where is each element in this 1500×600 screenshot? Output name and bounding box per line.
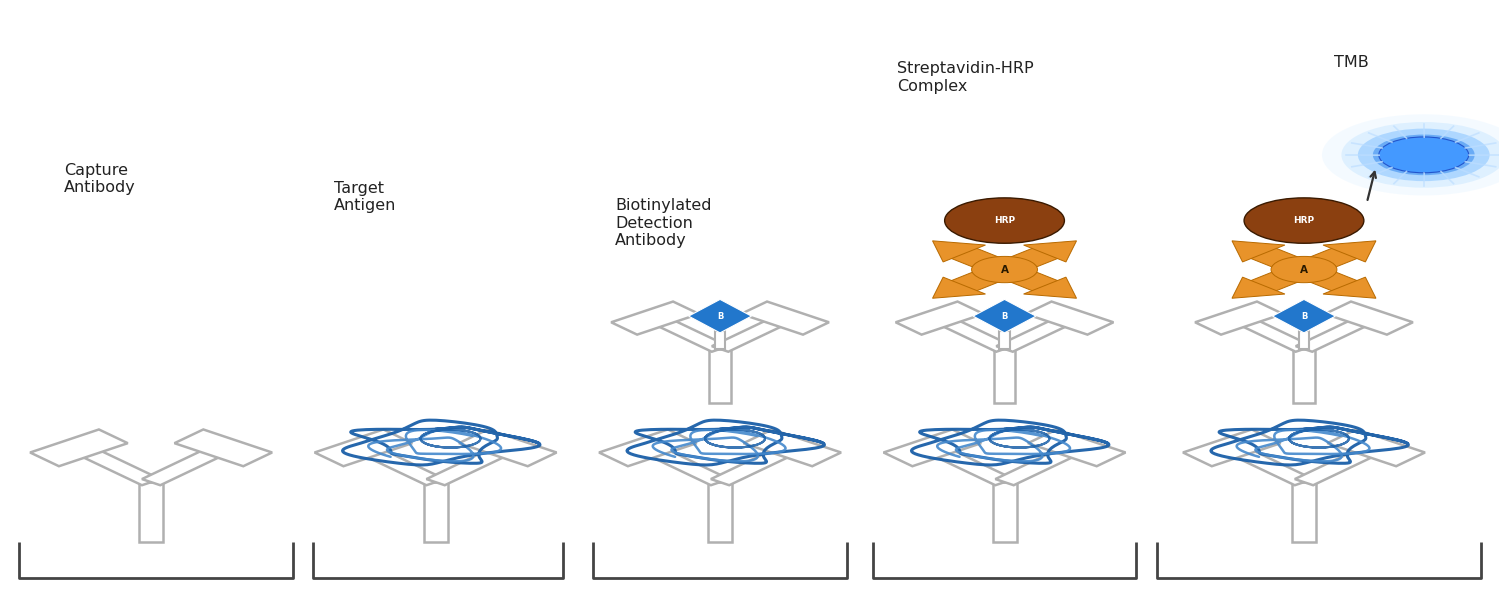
Circle shape xyxy=(1322,114,1500,196)
Polygon shape xyxy=(1196,302,1282,335)
Polygon shape xyxy=(993,482,1017,542)
Polygon shape xyxy=(140,482,164,542)
Polygon shape xyxy=(922,445,1014,485)
Polygon shape xyxy=(1028,430,1125,466)
Text: B: B xyxy=(1300,311,1306,320)
Polygon shape xyxy=(1323,241,1376,262)
Polygon shape xyxy=(1294,445,1386,485)
Text: TMB: TMB xyxy=(1334,55,1368,70)
Polygon shape xyxy=(1232,316,1312,352)
Polygon shape xyxy=(996,445,1086,485)
Polygon shape xyxy=(933,241,986,262)
Polygon shape xyxy=(950,265,1017,292)
Ellipse shape xyxy=(1244,198,1364,243)
Polygon shape xyxy=(1324,302,1413,335)
Polygon shape xyxy=(70,445,160,485)
Circle shape xyxy=(1341,122,1500,188)
Polygon shape xyxy=(1292,248,1359,275)
Polygon shape xyxy=(1023,277,1077,298)
Polygon shape xyxy=(423,482,447,542)
Circle shape xyxy=(1378,137,1468,173)
Polygon shape xyxy=(459,430,556,466)
Polygon shape xyxy=(711,445,801,485)
Text: Streptavidin-HRP
Complex: Streptavidin-HRP Complex xyxy=(897,61,1034,94)
Polygon shape xyxy=(884,430,981,466)
Polygon shape xyxy=(1250,248,1317,275)
Polygon shape xyxy=(744,430,842,466)
Polygon shape xyxy=(315,430,413,466)
Text: Capture
Antibody: Capture Antibody xyxy=(64,163,136,195)
Polygon shape xyxy=(1299,331,1310,349)
Polygon shape xyxy=(708,482,732,542)
Circle shape xyxy=(972,256,1038,283)
Polygon shape xyxy=(598,430,696,466)
Polygon shape xyxy=(1232,241,1286,262)
Polygon shape xyxy=(710,349,730,403)
Text: HRP: HRP xyxy=(1293,216,1314,225)
Polygon shape xyxy=(1222,445,1312,485)
Polygon shape xyxy=(712,316,794,352)
Text: Target
Antigen: Target Antigen xyxy=(334,181,396,213)
Polygon shape xyxy=(1232,277,1286,298)
Polygon shape xyxy=(1292,265,1359,292)
Circle shape xyxy=(1372,134,1474,175)
Circle shape xyxy=(1358,128,1490,181)
Polygon shape xyxy=(992,265,1059,292)
Polygon shape xyxy=(950,248,1017,275)
Polygon shape xyxy=(996,316,1077,352)
Polygon shape xyxy=(999,331,1010,349)
Polygon shape xyxy=(1292,482,1316,542)
Polygon shape xyxy=(974,299,1036,333)
Text: B: B xyxy=(1002,311,1008,320)
Polygon shape xyxy=(741,302,830,335)
Polygon shape xyxy=(1023,241,1077,262)
Polygon shape xyxy=(1323,277,1376,298)
Polygon shape xyxy=(1250,265,1317,292)
Text: B: B xyxy=(717,311,723,320)
Polygon shape xyxy=(354,445,446,485)
Polygon shape xyxy=(426,445,518,485)
Polygon shape xyxy=(896,302,984,335)
Text: Biotinylated
Detection
Antibody: Biotinylated Detection Antibody xyxy=(615,199,711,248)
Text: A: A xyxy=(1300,265,1308,275)
Polygon shape xyxy=(1296,316,1377,352)
Polygon shape xyxy=(610,302,699,335)
Polygon shape xyxy=(1026,302,1113,335)
Polygon shape xyxy=(1293,349,1316,403)
Polygon shape xyxy=(688,299,752,333)
Circle shape xyxy=(1270,256,1336,283)
Polygon shape xyxy=(1184,430,1281,466)
Polygon shape xyxy=(933,277,986,298)
Polygon shape xyxy=(639,445,729,485)
Polygon shape xyxy=(993,349,1016,403)
Ellipse shape xyxy=(945,198,1065,243)
Text: A: A xyxy=(1000,265,1008,275)
Polygon shape xyxy=(1328,430,1425,466)
Polygon shape xyxy=(716,331,726,349)
Polygon shape xyxy=(30,430,128,466)
Polygon shape xyxy=(646,316,729,352)
Text: HRP: HRP xyxy=(994,216,1016,225)
Polygon shape xyxy=(174,430,272,466)
Polygon shape xyxy=(1272,299,1335,333)
Polygon shape xyxy=(932,316,1013,352)
Polygon shape xyxy=(142,445,232,485)
Polygon shape xyxy=(992,248,1059,275)
